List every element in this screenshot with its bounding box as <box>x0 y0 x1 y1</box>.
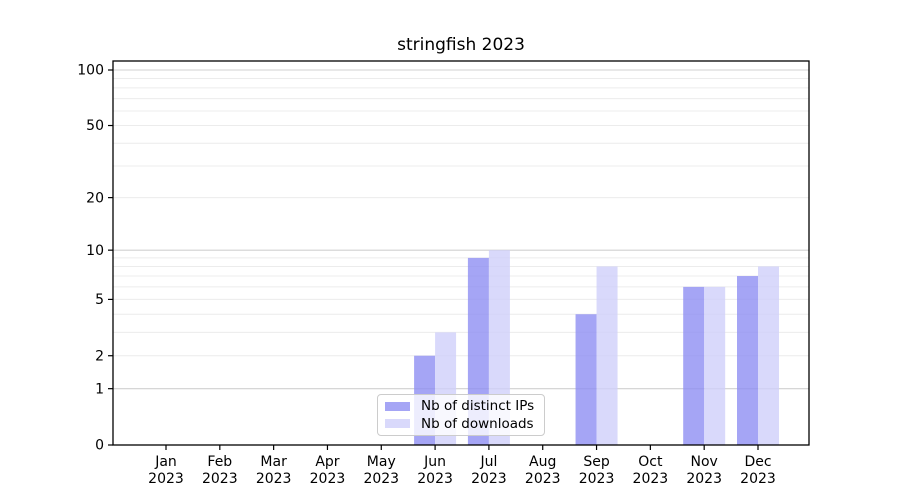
plot-border <box>112 60 810 446</box>
chart-title: stringfish 2023 <box>397 35 525 55</box>
y-tick-label: 5 <box>95 292 104 308</box>
x-tick-label: May 2023 <box>363 454 399 487</box>
y-tick-label: 10 <box>86 243 104 259</box>
x-tick-label: Sep 2023 <box>579 454 615 487</box>
x-tick-label: Jun 2023 <box>417 454 453 487</box>
x-tick-label: Apr 2023 <box>310 454 346 487</box>
bar-distinct-ips <box>683 286 705 445</box>
y-tick-label: 100 <box>77 63 104 79</box>
x-tick-label: Jul 2023 <box>471 454 507 487</box>
x-tick-label: Feb 2023 <box>202 454 238 487</box>
x-tick-label: Aug 2023 <box>525 454 561 487</box>
bar-distinct-ips <box>737 276 758 445</box>
legend-swatch-distinct-ips <box>385 401 410 411</box>
bar-downloads <box>596 266 618 445</box>
legend-label-downloads: Nb of downloads <box>421 415 534 432</box>
bar-downloads <box>758 266 779 445</box>
legend-swatch-downloads <box>385 419 410 429</box>
y-tick-label: 2 <box>95 348 104 364</box>
x-tick-label: Dec 2023 <box>740 454 776 487</box>
x-tick-label: Nov 2023 <box>686 454 722 487</box>
y-tick-label: 1 <box>95 381 104 397</box>
legend: Nb of distinct IPs Nb of downloads <box>377 394 545 436</box>
bar-downloads <box>704 286 726 445</box>
bar-distinct-ips <box>575 314 597 445</box>
y-tick-label: 0 <box>95 438 104 454</box>
legend-label-distinct-ips: Nb of distinct IPs <box>421 398 535 415</box>
legend-item-distinct-ips: Nb of distinct IPs <box>385 398 538 414</box>
y-tick-label: 20 <box>86 190 104 206</box>
x-tick-label: Jan 2023 <box>148 454 184 487</box>
legend-item-downloads: Nb of downloads <box>385 416 538 432</box>
x-tick-label: Oct 2023 <box>633 454 669 487</box>
y-tick-label: 50 <box>86 118 104 134</box>
x-tick-label: Mar 2023 <box>256 454 292 487</box>
